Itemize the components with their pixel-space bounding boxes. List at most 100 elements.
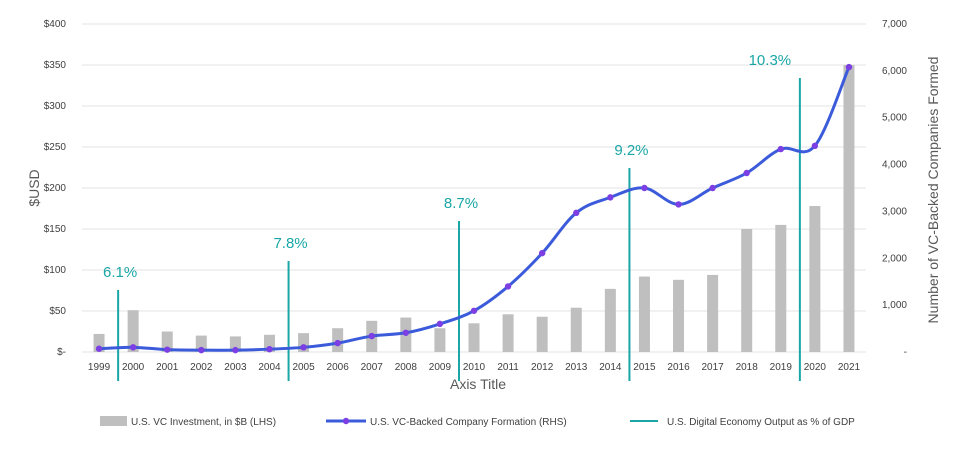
x-tick-label: 2014: [599, 362, 622, 373]
vc-investment-bar: [434, 328, 446, 352]
company-formation-point: [709, 184, 716, 192]
left-axis-title: $USD: [26, 169, 42, 206]
company-formation-point: [470, 307, 478, 314]
company-formation-point: [368, 332, 375, 340]
digital-economy-label: 6.1%: [103, 264, 137, 281]
x-tick-label: 2001: [156, 362, 179, 373]
vc-investment-bar: [298, 333, 310, 352]
x-tick-label: 2007: [361, 362, 384, 373]
right-tick-label: 7,000: [882, 19, 907, 30]
left-tick-label: $250: [44, 142, 67, 153]
x-tick-label: 2004: [258, 362, 281, 373]
left-tick-label: $50: [49, 306, 66, 317]
company-formation-point: [402, 329, 410, 336]
right-tick-label: 5,000: [882, 113, 907, 124]
x-tick-label: 2005: [292, 362, 315, 373]
right-tick-label: 3,000: [882, 206, 907, 217]
right-tick-label: 2,000: [882, 253, 907, 264]
x-tick-label: 2002: [190, 362, 213, 373]
right-tick-label: -: [904, 347, 907, 358]
vc-investment-bar: [195, 335, 207, 352]
right-axis-title: Number of VC-Backed Companies Formed: [925, 57, 941, 324]
legend-line-marker: [342, 417, 350, 425]
legend: U.S. VC Investment, in $B (LHS) U.S. VC-B…: [100, 416, 855, 428]
x-tick-label: 2019: [770, 362, 793, 373]
company-formation-point: [95, 345, 103, 352]
vc-investment-bar: [638, 276, 650, 352]
x-tick-label: 2017: [701, 362, 724, 373]
gridlines: [82, 23, 866, 353]
left-tick-label: $300: [44, 101, 67, 112]
x-tick-label: 2006: [327, 362, 350, 373]
x-tick-label: 1999: [88, 362, 111, 373]
vc-investment-bar: [468, 323, 480, 352]
company-formation-point: [504, 283, 512, 290]
legend-bar-swatch: [100, 416, 127, 426]
vc-investment-bar: [673, 279, 685, 352]
x-tick-label: 2021: [838, 362, 861, 373]
company-formation-point: [675, 201, 682, 208]
x-tick-label: 2011: [497, 362, 519, 373]
company-formation-point: [811, 142, 819, 150]
company-formation-point: [538, 249, 546, 257]
vc-investment-bar: [775, 224, 787, 352]
digital-economy-label: 10.3%: [749, 52, 792, 69]
x-tick-label: 2015: [633, 362, 656, 373]
vc-investment-bar: [707, 274, 719, 352]
left-tick-label: $-: [57, 347, 66, 358]
left-tick-label: $400: [44, 19, 67, 30]
company-formation-point: [129, 344, 137, 351]
company-formation-point: [334, 339, 341, 347]
company-formation-point: [777, 145, 784, 153]
line-series: [95, 63, 853, 354]
vc-investment-bar: [741, 229, 753, 352]
digital-economy-lines: [117, 78, 801, 381]
x-tick-label: 2018: [736, 362, 759, 373]
percent-annotations: 6.1% 7.8% 8.7% 9.2% 10.3%: [103, 52, 791, 281]
x-tick-label: 2016: [667, 362, 690, 373]
x-tick-label: 2013: [565, 362, 588, 373]
company-formation-point: [198, 346, 205, 354]
digital-economy-label: 7.8%: [273, 235, 307, 252]
company-formation-point: [436, 320, 444, 328]
legend-annotation-label: U.S. Digital Economy Output as % of GDP: [667, 417, 855, 428]
right-tick-label: 6,000: [882, 66, 907, 77]
left-tick-label: $150: [44, 224, 67, 235]
company-formation-point: [607, 194, 614, 201]
left-tick-label: $350: [44, 60, 67, 71]
x-tick-label: 2003: [224, 362, 247, 373]
vc-investment-bar: [809, 206, 821, 352]
x-tick-label: 2008: [395, 362, 418, 373]
company-formation-point: [232, 346, 239, 354]
vc-investment-bar: [843, 65, 855, 352]
company-formation-point: [641, 184, 648, 192]
digital-economy-label: 8.7%: [444, 195, 478, 212]
company-formation-point: [164, 346, 171, 353]
vc-investment-bar: [161, 331, 173, 352]
vc-investment-bar: [93, 333, 105, 352]
x-tick-label: 2000: [122, 362, 145, 373]
company-formation-point: [573, 209, 580, 217]
x-tick-label: 2009: [429, 362, 452, 373]
tick-labels: $- $50 $100 $150 $200 $250 $300 $350 $400 - 1,000 2…: [44, 19, 908, 373]
vc-investment-bar: [502, 314, 514, 352]
x-tick-label: 2020: [804, 362, 827, 373]
x-tick-label: 2012: [531, 362, 554, 373]
bar-series: [93, 65, 855, 352]
legend-bar-label: U.S. VC Investment, in $B (LHS): [131, 417, 276, 428]
left-tick-label: $200: [44, 183, 67, 194]
company-formation-point: [743, 169, 750, 177]
vc-investment-bar: [570, 307, 582, 352]
company-formation-point: [300, 344, 307, 351]
left-tick-label: $100: [44, 265, 67, 276]
company-formation-point: [845, 63, 853, 71]
vc-investment-bar: [263, 334, 275, 352]
x-axis-title: Axis Title: [450, 376, 506, 392]
vc-investment-bar: [229, 336, 241, 352]
x-tick-label: 2010: [463, 362, 486, 373]
vc-investment-bar: [536, 316, 548, 352]
digital-economy-label: 9.2%: [614, 142, 648, 159]
legend-line-label: U.S. VC-Backed Company Formation (RHS): [370, 417, 567, 428]
